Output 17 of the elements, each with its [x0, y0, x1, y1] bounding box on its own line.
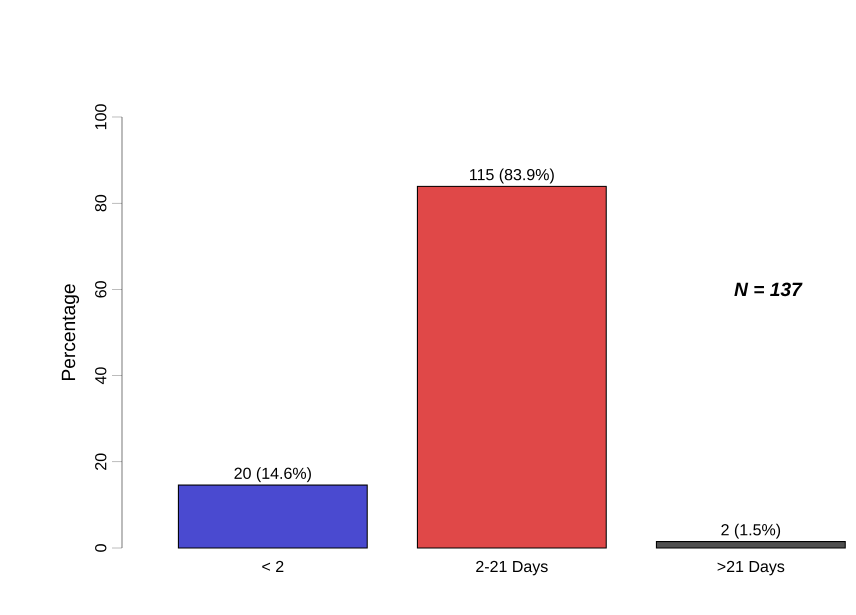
bar [178, 484, 368, 549]
y-tick-label: 100 [95, 104, 106, 130]
y-tick-label: 60 [95, 281, 106, 298]
data-label: 115 (83.9%) [470, 168, 554, 184]
bar [416, 186, 607, 549]
y-tick-label: 80 [95, 194, 106, 212]
bar [656, 541, 846, 549]
data-label: 2 (1.5%) [721, 524, 780, 539]
y-tick-label: 0 [95, 544, 106, 552]
y-tick-label: 20 [95, 454, 106, 470]
x-tick-label: >21 Days [718, 560, 784, 576]
data-label: 20 (14.6%) [234, 467, 311, 482]
x-tick-label: 2-21 Days [476, 560, 548, 576]
annotation: N = 137 [734, 282, 803, 296]
y-axis-title: Percentage [62, 284, 80, 380]
x-tick-label: < 2 [262, 560, 284, 572]
y-tick-label: 40 [95, 367, 106, 384]
